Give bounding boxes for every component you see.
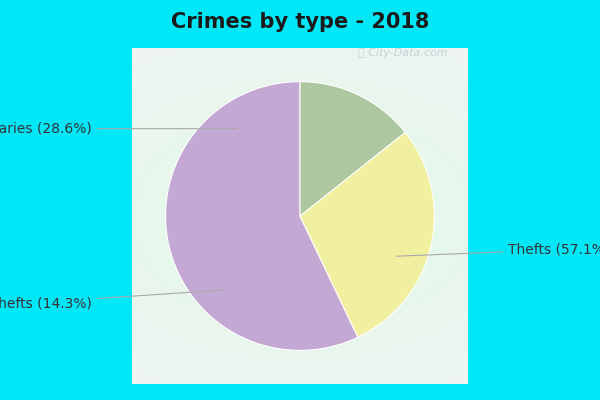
Text: Burglaries (28.6%): Burglaries (28.6%) <box>0 122 237 136</box>
Wedge shape <box>166 82 358 350</box>
Wedge shape <box>300 82 405 216</box>
Wedge shape <box>300 132 434 337</box>
Text: ⓘ City-Data.com: ⓘ City-Data.com <box>358 48 448 58</box>
Text: Auto thefts (14.3%): Auto thefts (14.3%) <box>0 290 223 310</box>
Text: Crimes by type - 2018: Crimes by type - 2018 <box>171 12 429 32</box>
Text: Thefts (57.1%): Thefts (57.1%) <box>397 242 600 257</box>
